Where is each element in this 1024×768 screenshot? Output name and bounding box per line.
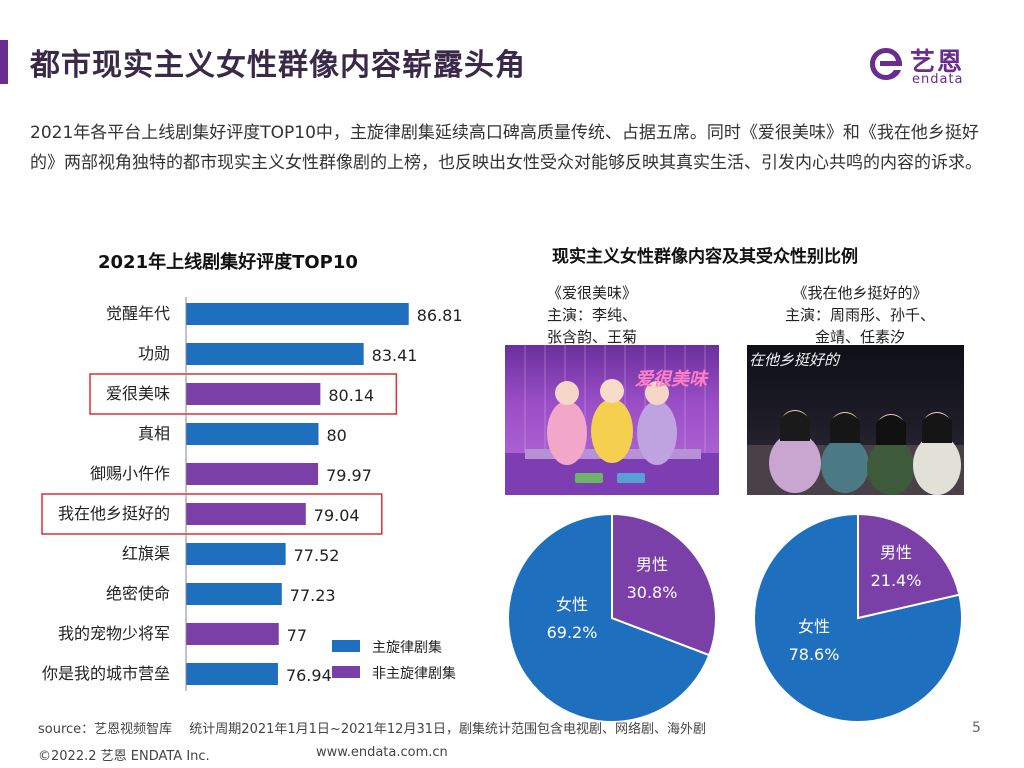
- endata-logo: 艺恩 endata: [866, 42, 990, 92]
- bar-value-label: 77.52: [294, 546, 340, 565]
- pie-value-label: 30.8%: [627, 583, 678, 602]
- bar: [186, 623, 279, 645]
- endata-logo-icon: [870, 48, 902, 80]
- bar-chart-panel: 2021年上线剧集好评度TOP10 觉醒年代 86.81 功勋 83.41 爱很美味 80…: [20, 240, 480, 700]
- poster-a-title: 爱很美味: [635, 369, 707, 390]
- bar-chart: 觉醒年代 86.81 功勋 83.41 爱很美味 80.14 真相 80 御赐小仵作 79.97 我…: [41, 297, 463, 691]
- pie-section-title: 现实主义女性群像内容及其受众性别比例: [552, 247, 858, 267]
- bar-value-label: 86.81: [417, 306, 463, 325]
- pie-value-label: 69.2%: [547, 623, 598, 642]
- show-b-label: 《我在他乡挺好的》 主演：周雨彤、孙千、 金靖、任素汐: [760, 282, 960, 348]
- bar: [186, 583, 282, 605]
- legend-label: 非主旋律剧集: [372, 665, 456, 682]
- logo-chinese-text: 艺恩: [910, 47, 965, 76]
- highlight-box: [89, 373, 398, 415]
- pie-chart-wo-zai-ta-xiang: 女性 78.6% 男性 21.4%: [752, 512, 964, 724]
- pie-slice-male: [611, 512, 717, 657]
- bar: [186, 543, 286, 565]
- legend-swatch: [332, 666, 360, 678]
- pie-slice-female: [753, 512, 963, 723]
- bar-category-label: 我在他乡挺好的: [58, 504, 170, 523]
- bar-category-label: 红旗渠: [122, 544, 170, 563]
- pie-chart-ai-hen-mei-wei: 女性 69.2% 男性 30.8%: [506, 512, 718, 724]
- pie-value-label: 21.4%: [871, 571, 922, 590]
- bar: [186, 383, 321, 405]
- legend-swatch: [332, 640, 360, 652]
- bar-category-label: 爱很美味: [106, 384, 170, 403]
- pie-slice-female: [507, 512, 711, 723]
- pie-slice-label: 女性: [798, 617, 830, 636]
- pie-slice-male: [857, 512, 961, 620]
- poster-b-title: 在他乡挺好的: [749, 351, 840, 369]
- bar-chart-title: 2021年上线剧集好评度TOP10: [98, 252, 358, 273]
- bar-category-label: 功勋: [138, 344, 170, 363]
- bar: [186, 503, 306, 525]
- pie-slice-label: 女性: [556, 595, 588, 614]
- show-a-cast: 主演：李纯、: [546, 306, 637, 324]
- show-a-cast-cont: 张含韵、王菊: [546, 328, 637, 346]
- page-title: 都市现实主义女性群像内容崭露头角: [30, 48, 526, 83]
- bar-value-label: 79.04: [314, 506, 360, 525]
- bar-category-label: 你是我的城市营垒: [42, 664, 170, 683]
- highlight-box: [41, 493, 383, 535]
- pie-chart-a: 女性 69.2% 男性 30.8%: [507, 512, 717, 723]
- pie-value-label: 78.6%: [789, 645, 840, 664]
- show-b-name: 《我在他乡挺好的》: [792, 284, 928, 302]
- bar: [186, 303, 409, 325]
- footer-source: source：艺恩视频智库 统计周期2021年1月1日~2021年12月31日，…: [38, 722, 706, 737]
- poster-wo-zai-ta-xiang: 在他乡挺好的: [747, 345, 964, 495]
- bar: [186, 463, 319, 485]
- show-b-cast-cont: 金靖、任素汐: [814, 328, 905, 346]
- bar-value-label: 80: [326, 426, 346, 445]
- bar-value-label: 83.41: [372, 346, 418, 365]
- bar-value-label: 77.23: [290, 586, 336, 605]
- logo-english-text: endata: [912, 72, 964, 87]
- bar-value-label: 80.14: [328, 386, 374, 405]
- poster-b-image: [747, 410, 964, 495]
- pie-slice-label: 男性: [880, 543, 912, 562]
- show-b-cast: 主演：周雨彤、孙千、: [784, 306, 935, 324]
- bar-value-label: 76.94: [286, 666, 332, 685]
- title-accent-bar: [0, 40, 8, 84]
- bar-value-label: 79.97: [326, 466, 372, 485]
- poster-a-image: [505, 345, 719, 495]
- intro-paragraph: 2021年各平台上线剧集好评度TOP10中，主旋律剧集延续高口碑高质量传统、占据…: [30, 123, 982, 173]
- bar: [186, 423, 319, 445]
- bar-category-label: 觉醒年代: [106, 304, 170, 323]
- bar-value-label: 77: [287, 626, 307, 645]
- show-a-name: 《爱很美味》: [546, 284, 637, 302]
- footer-url[interactable]: www.endata.com.cn: [316, 745, 448, 760]
- bar: [186, 663, 278, 685]
- bar-category-label: 我的宠物少将军: [58, 624, 170, 643]
- pie-chart-b: 女性 78.6% 男性 21.4%: [753, 512, 963, 723]
- footer-copyright: ©2022.2 艺恩 ENDATA Inc.: [38, 749, 210, 764]
- bar-category-label: 绝密使命: [106, 584, 170, 603]
- page-number: 5: [972, 720, 981, 736]
- bar-category-label: 真相: [138, 424, 170, 443]
- pie-slice-label: 男性: [636, 555, 668, 574]
- poster-ai-hen-mei-wei: 爱很美味: [505, 345, 719, 495]
- legend-label: 主旋律剧集: [372, 639, 442, 656]
- bar-category-label: 御赐小仵作: [90, 464, 170, 483]
- bar: [186, 343, 364, 365]
- show-a-label: 《爱很美味》 主演：李纯、 张含韵、王菊: [522, 282, 662, 348]
